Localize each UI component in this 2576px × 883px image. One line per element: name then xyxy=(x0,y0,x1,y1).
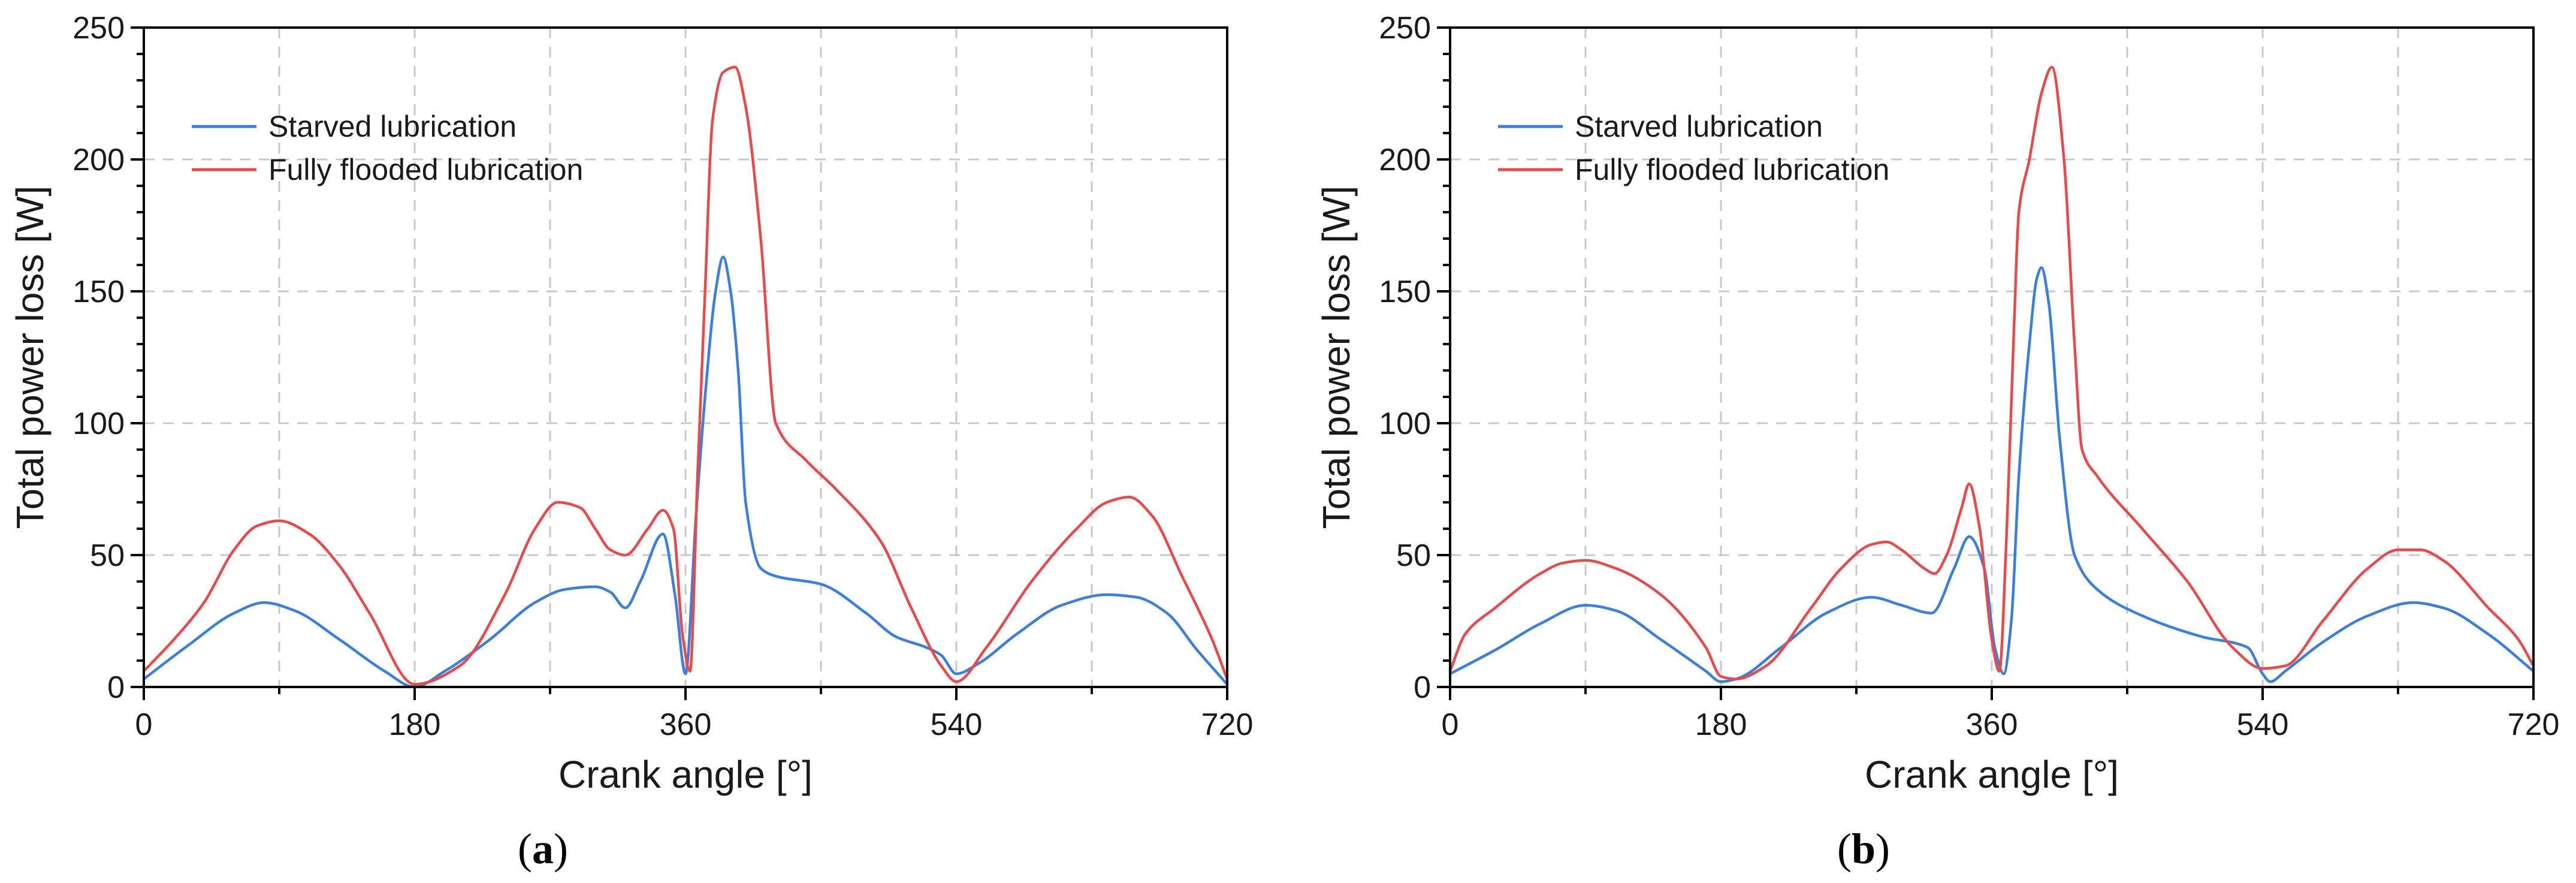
legend-label-starved: Starved lubrication xyxy=(1575,110,1823,143)
y-tick-label: 250 xyxy=(1379,11,1431,46)
y-tick-label: 50 xyxy=(90,538,125,573)
x-tick-label: 180 xyxy=(389,707,441,742)
y-tick-label: 150 xyxy=(73,275,125,309)
legend-label-starved: Starved lubrication xyxy=(268,110,517,143)
chart-panel-a: 0 180 360 540 720 0 50 100 150 200 250 Crank angle … xyxy=(8,11,1253,873)
x-tick-label: 540 xyxy=(2237,707,2289,742)
series-line-starved xyxy=(1450,266,2533,683)
y-tick-label: 0 xyxy=(1414,670,1431,705)
y-tick-label: 200 xyxy=(1379,143,1431,177)
x-axis-title: Crank angle [°] xyxy=(558,753,813,796)
x-tick-label: 180 xyxy=(1695,707,1747,742)
y-tick-label: 250 xyxy=(73,11,125,46)
series-line-fully-flooded xyxy=(144,65,1227,686)
legend-label-fully-flooded: Fully flooded lubrication xyxy=(268,153,583,186)
x-tick-label: 0 xyxy=(135,707,153,742)
y-axis-title: Total power loss [W] xyxy=(8,186,52,529)
x-tick-label: 720 xyxy=(2508,707,2560,742)
panel-label: (b) xyxy=(1837,825,1890,873)
x-tick-label: 360 xyxy=(660,707,712,742)
legend-label-fully-flooded: Fully flooded lubrication xyxy=(1575,153,1889,186)
chart-panel-b: 0 180 360 540 720 0 50 100 150 200 250 Crank angle … xyxy=(1315,11,2559,873)
x-tick-label: 720 xyxy=(1201,707,1254,742)
x-tick-label: 360 xyxy=(1966,707,2018,742)
panel-label: (a) xyxy=(518,825,568,873)
y-tick-label: 200 xyxy=(73,143,125,177)
y-tick-label: 100 xyxy=(1379,406,1431,441)
x-tick-label: 0 xyxy=(1442,707,1459,742)
x-tick-label: 540 xyxy=(931,707,983,742)
y-tick-label: 100 xyxy=(73,406,125,441)
y-tick-label: 150 xyxy=(1379,275,1431,309)
y-tick-label: 50 xyxy=(1396,538,1431,573)
series-line-fully-flooded xyxy=(1450,65,2533,681)
y-axis-title: Total power loss [W] xyxy=(1315,186,1358,529)
x-axis-title: Crank angle [°] xyxy=(1865,753,2119,796)
y-tick-label: 0 xyxy=(107,670,125,705)
